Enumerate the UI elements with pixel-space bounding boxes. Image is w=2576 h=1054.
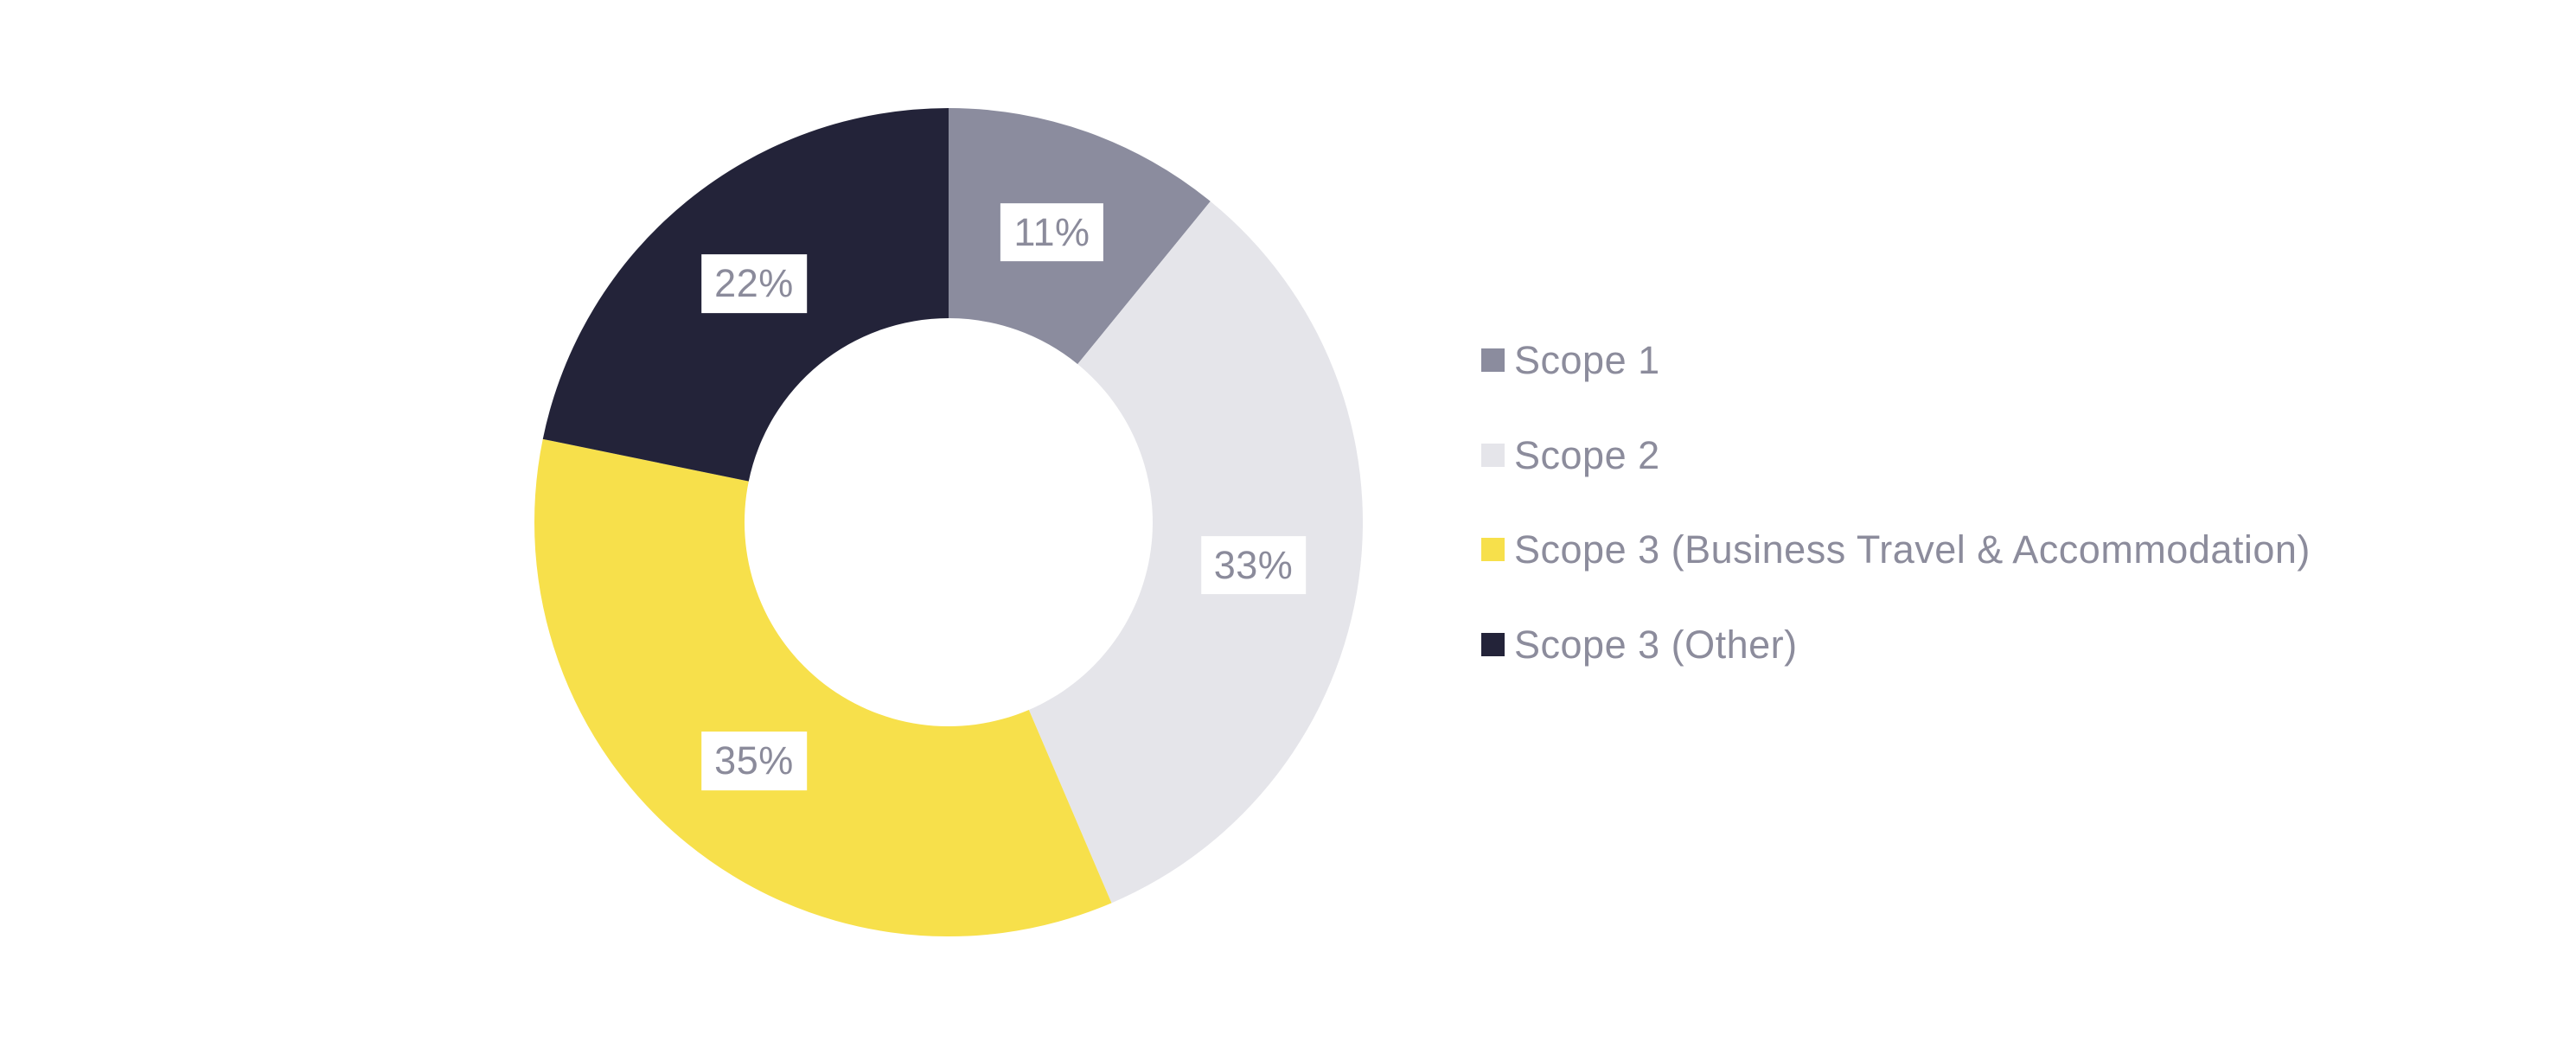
slice-value-label-3: 35% — [701, 731, 807, 790]
legend-swatch-icon — [1481, 632, 1505, 656]
slice-value-label-2: 33% — [1200, 535, 1307, 595]
pie-slice-3[interactable] — [534, 438, 1112, 936]
slice-value-label-4: 22% — [701, 254, 807, 314]
legend-item-2[interactable]: Scope 2 — [1481, 432, 2311, 477]
legend-item-1[interactable]: Scope 1 — [1481, 339, 2311, 382]
legend-item-4[interactable]: Scope 3 (Other) — [1481, 623, 2311, 667]
legend-swatch-icon — [1481, 443, 1505, 467]
slice-value-label-1: 11% — [1000, 202, 1103, 262]
legend-label: Scope 3 (Business Travel & Accommodation… — [1514, 527, 2311, 572]
legend-label: Scope 2 — [1514, 432, 1660, 477]
chart-legend: Scope 1 Scope 2 Scope 3 (Business Travel &… — [1481, 339, 2311, 666]
legend-item-3[interactable]: Scope 3 (Business Travel & Accommodation… — [1481, 528, 2311, 572]
pie-slice-2[interactable] — [1028, 201, 1363, 904]
legend-swatch-icon — [1481, 538, 1505, 562]
legend-swatch-icon — [1481, 348, 1505, 373]
legend-label: Scope 1 — [1514, 338, 1660, 382]
legend-label: Scope 3 (Other) — [1514, 622, 1798, 667]
